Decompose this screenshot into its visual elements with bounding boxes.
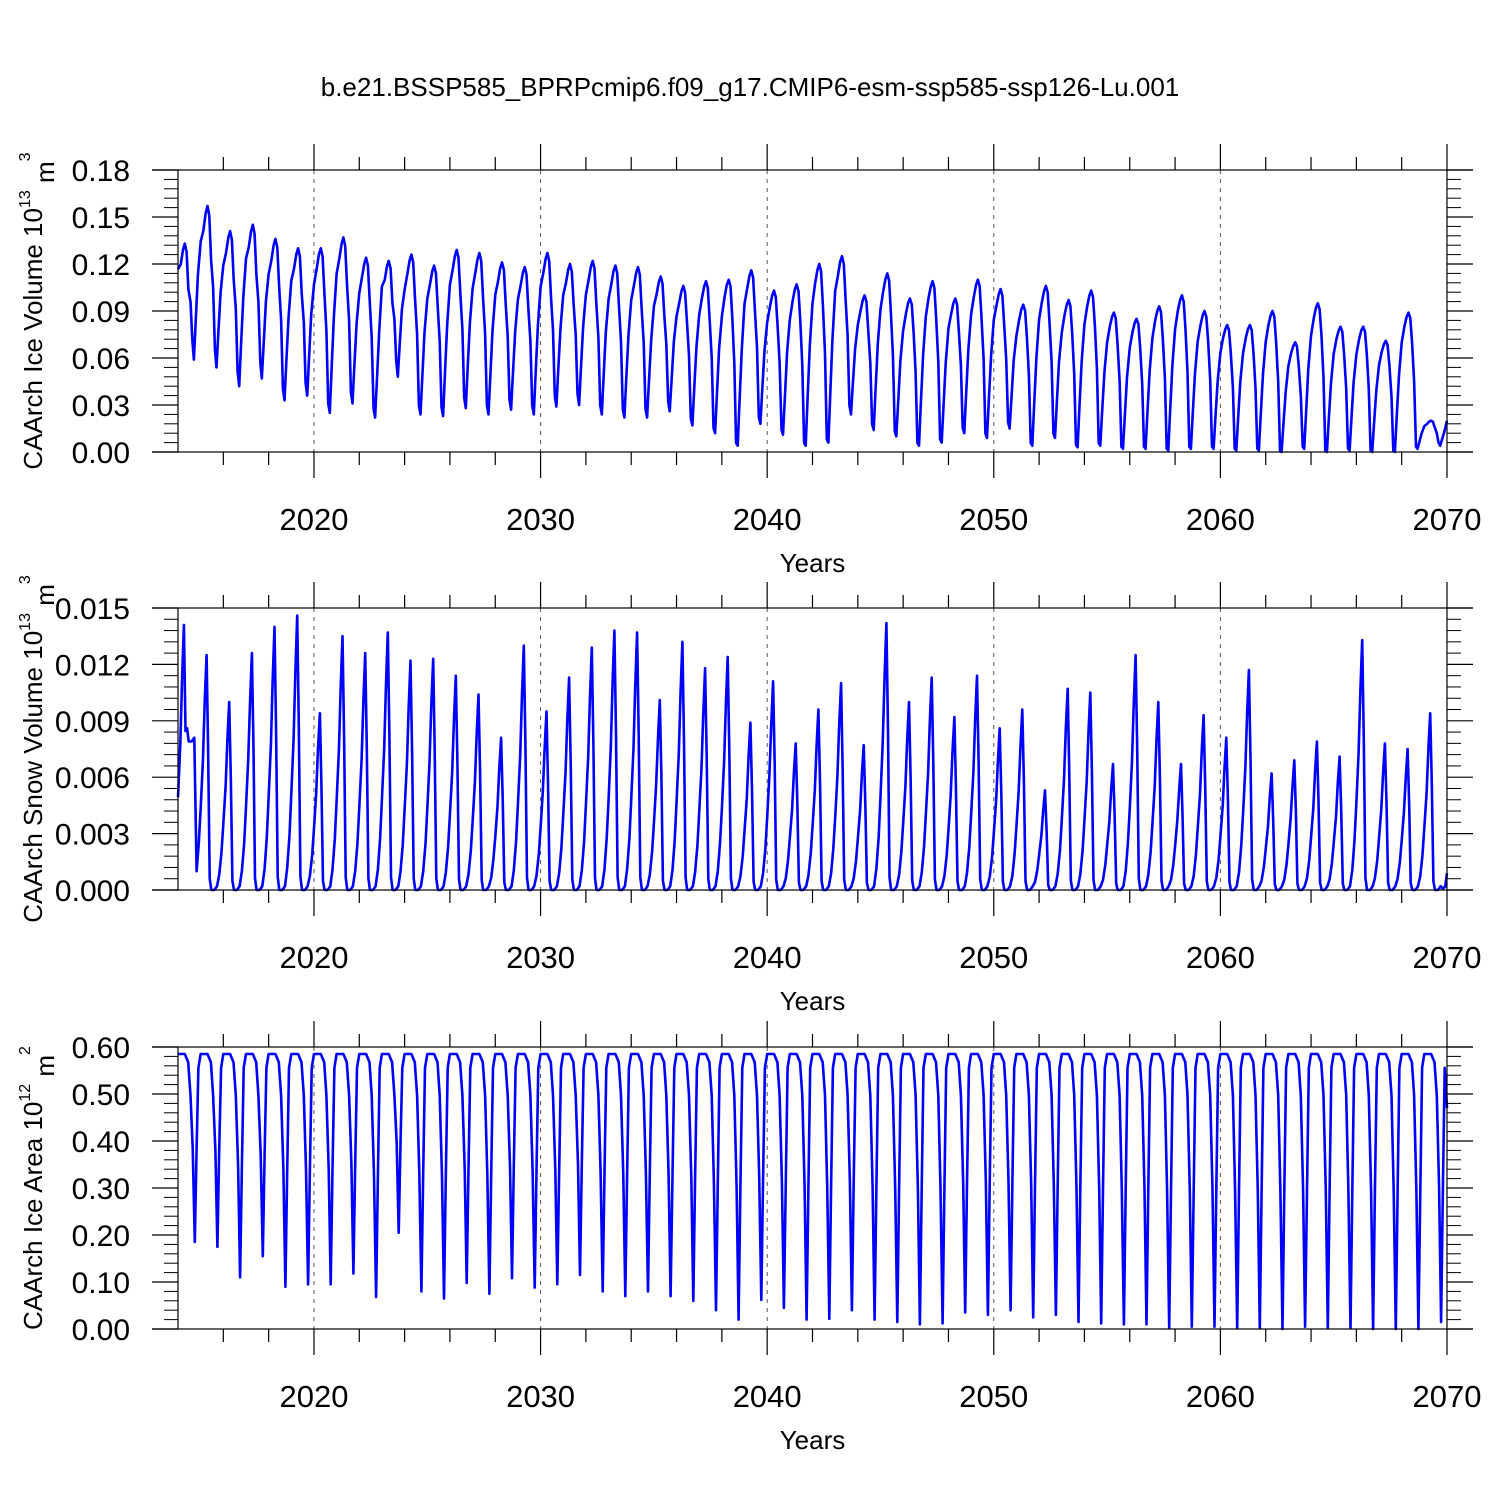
y-tick-label: 0.10 [72, 1267, 130, 1300]
x-axis-title: Years [780, 1425, 846, 1455]
x-tick-label: 2070 [1413, 940, 1482, 975]
x-tick-label: 2040 [733, 940, 802, 975]
y-axis-title-part: CAArch Ice Volume [18, 237, 48, 470]
y-tick-label: 0.03 [72, 390, 130, 423]
y-tick-label: 0.000 [55, 875, 130, 908]
y-axis-title-part: m [30, 1055, 60, 1084]
y-tick-label: 0.40 [72, 1126, 130, 1159]
x-tick-label: 2050 [959, 1379, 1028, 1414]
y-axis-title: CAArch Ice Area 1012 m2 [17, 1046, 60, 1330]
y-tick-label: 0.15 [72, 202, 130, 235]
series-line-3 [178, 1052, 1449, 1331]
y-tick-label: 0.18 [72, 155, 130, 188]
y-tick-label: 0.006 [55, 762, 130, 795]
y-axis-title-part: 10 [18, 631, 48, 660]
y-tick-label: 0.06 [72, 343, 130, 376]
x-tick-label: 2020 [279, 502, 348, 537]
x-tick-label: 2070 [1413, 1379, 1482, 1414]
x-tick-label: 2020 [279, 940, 348, 975]
y-tick-label: 0.50 [72, 1079, 130, 1112]
series-line-2 [176, 614, 1449, 892]
y-tick-label: 0.009 [55, 706, 130, 739]
page-title: b.e21.BSSP585_BPRPcmip6.f09_g17.CMIP6-es… [320, 72, 1180, 102]
y-tick-label: 0.00 [72, 437, 130, 470]
y-tick-label: 0.30 [72, 1173, 130, 1206]
x-tick-label: 2060 [1186, 502, 1255, 537]
y-tick-label: 0.09 [72, 296, 130, 329]
y-axis-title-part: 13 [17, 613, 34, 631]
y-axis-title-part: 10 [18, 208, 48, 237]
y-axis-title-part: 3 [17, 152, 34, 161]
y-tick-label: 0.60 [72, 1032, 130, 1065]
y-axis-title: CAArch Ice Volume 1013 m3 [17, 152, 60, 469]
x-tick-label: 2070 [1413, 502, 1482, 537]
y-tick-label: 0.003 [55, 819, 130, 852]
y-axis-title-part: 13 [17, 190, 34, 208]
y-axis-title-part: 12 [17, 1084, 34, 1102]
x-tick-label: 2050 [959, 502, 1028, 537]
y-axis-title: CAArch Snow Volume 1013 m3 [17, 575, 60, 923]
x-tick-label: 2020 [279, 1379, 348, 1414]
y-axis-title-part: 3 [17, 575, 34, 584]
x-tick-label: 2030 [506, 940, 575, 975]
x-axis-title: Years [780, 548, 846, 578]
x-tick-label: 2060 [1186, 940, 1255, 975]
y-tick-label: 0.12 [72, 249, 130, 282]
y-axis-title-part: m [30, 161, 60, 190]
y-axis-title-part: m [30, 584, 60, 613]
y-tick-label: 0.012 [55, 649, 130, 682]
x-axis-title: Years [780, 986, 846, 1016]
x-tick-label: 2030 [506, 502, 575, 537]
y-axis-title-part: CAArch Snow Volume [18, 660, 48, 923]
series-line-1 [176, 204, 1449, 454]
x-tick-label: 2030 [506, 1379, 575, 1414]
x-tick-label: 2050 [959, 940, 1028, 975]
x-tick-label: 2040 [733, 1379, 802, 1414]
y-tick-label: 0.015 [55, 593, 130, 626]
y-axis-title-part: 10 [18, 1102, 48, 1131]
y-axis-title-part: CAArch Ice Area [18, 1131, 48, 1330]
x-tick-label: 2060 [1186, 1379, 1255, 1414]
y-tick-label: 0.00 [72, 1314, 130, 1347]
x-tick-label: 2040 [733, 502, 802, 537]
y-tick-label: 0.20 [72, 1220, 130, 1253]
y-axis-title-part: 2 [17, 1046, 34, 1055]
